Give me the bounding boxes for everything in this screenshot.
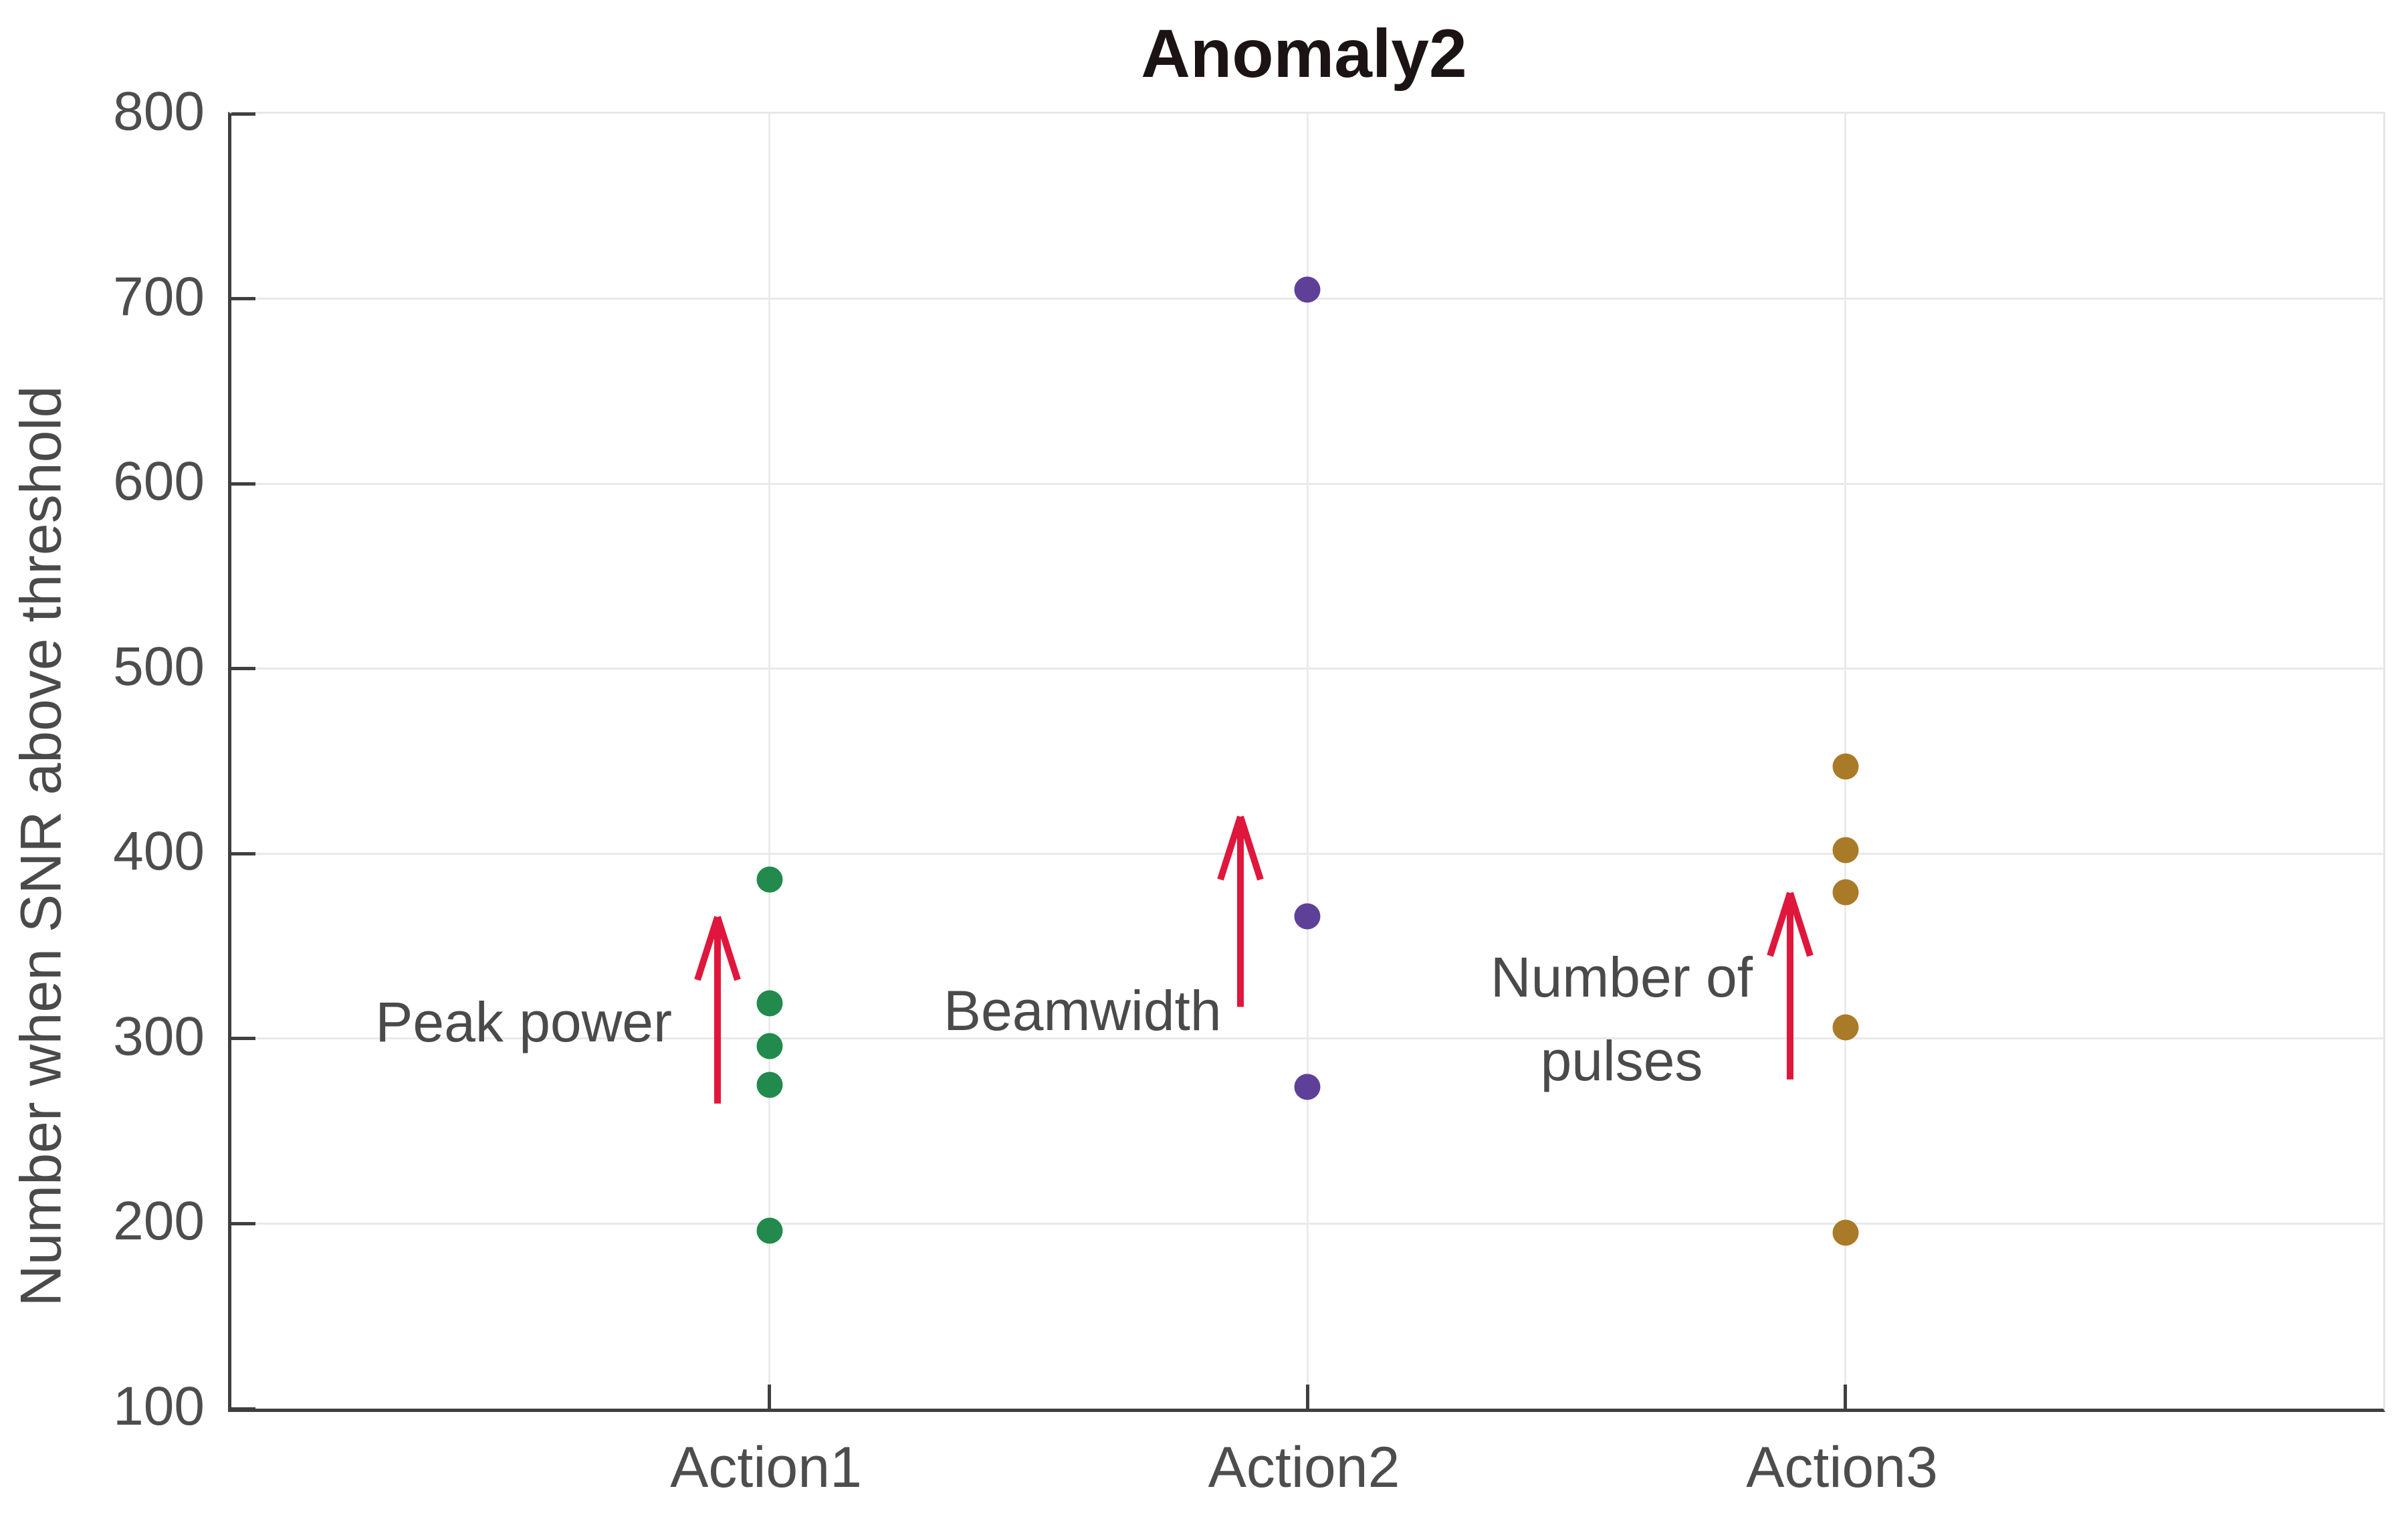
x-tick-mark [768, 1385, 771, 1409]
data-point [756, 1217, 782, 1244]
y-tick-label: 500 [113, 635, 205, 697]
y-tick-label: 600 [113, 451, 205, 512]
y-tick-label: 100 [113, 1376, 205, 1437]
y-tick-label: 800 [113, 81, 205, 142]
data-point [1832, 1219, 1858, 1246]
y-tick-mark [231, 112, 255, 116]
y-tick-mark [231, 297, 255, 301]
y-tick-mark [231, 1221, 255, 1225]
y-tick-label: 200 [113, 1191, 205, 1252]
data-point [1832, 1014, 1858, 1041]
y-tick-label: 400 [113, 821, 205, 882]
annotation-label: Peak power [375, 990, 672, 1053]
annotation-label: pulses [1540, 1029, 1703, 1092]
y-tick-label: 300 [113, 1005, 205, 1067]
x-tick-mark [1305, 1385, 1309, 1409]
data-point [1832, 837, 1858, 864]
y-tick-mark [231, 667, 255, 671]
data-point [1832, 753, 1858, 780]
plot-area: Peak power Beamwidth Number of pulses [228, 112, 2385, 1412]
y-tick-mark [231, 1407, 255, 1411]
y-tick-mark [231, 482, 255, 486]
y-tick-mark [231, 851, 255, 855]
y-tick-label: 700 [113, 266, 205, 327]
data-point [756, 1033, 782, 1059]
x-tick-label-action2: Action2 [1208, 1435, 1400, 1500]
data-point [1832, 879, 1858, 906]
annotation-arrow-icon [1217, 815, 1264, 1007]
x-gridline [1306, 114, 1309, 1409]
data-point [756, 1072, 782, 1098]
annotation-arrow-icon [694, 916, 741, 1104]
chart-title: Anomaly2 [1141, 15, 1467, 92]
x-tick-label-action1: Action1 [670, 1435, 862, 1500]
data-point [1294, 903, 1321, 930]
data-point [1294, 276, 1321, 303]
annotation-arrow-icon [1767, 892, 1814, 1080]
x-tick-mark [1844, 1385, 1847, 1409]
annotation-label: Number of [1490, 946, 1753, 1009]
x-gridline [768, 114, 770, 1409]
data-point [756, 866, 782, 893]
y-tick-mark [231, 1037, 255, 1041]
annotation-label: Beamwidth [944, 979, 1222, 1043]
data-point [1294, 1074, 1321, 1100]
data-point [756, 990, 782, 1017]
x-tick-label-action3: Action3 [1746, 1435, 1938, 1500]
